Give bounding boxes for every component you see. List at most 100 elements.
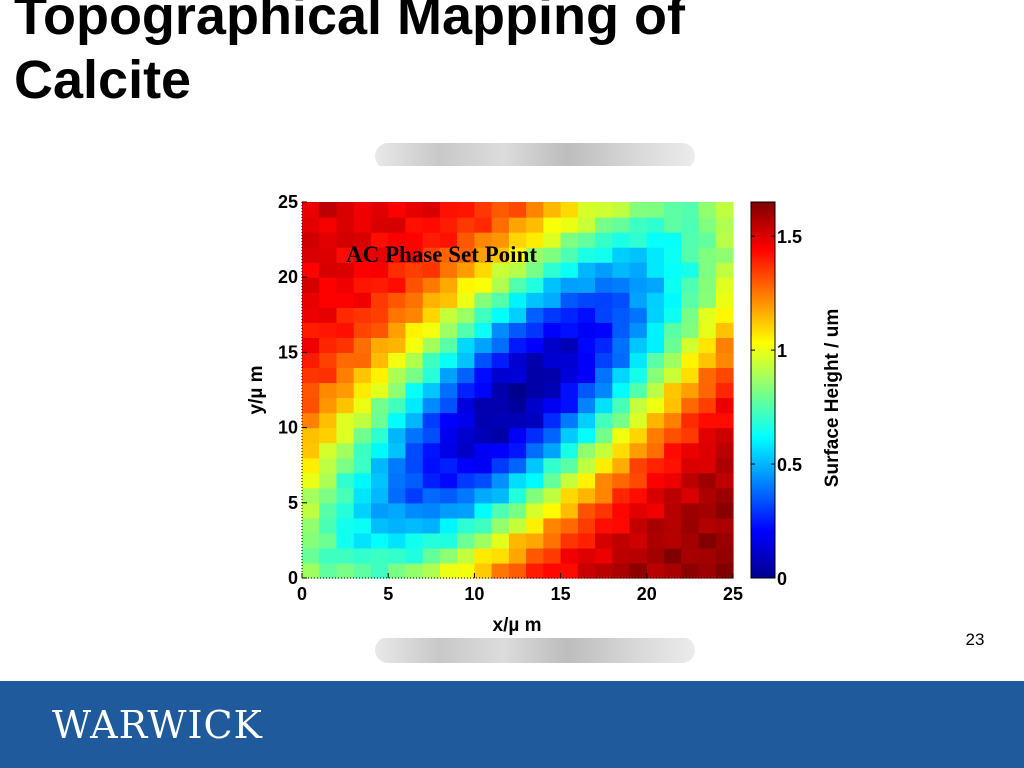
heatmap-cell [543,532,562,549]
heatmap-cell [405,322,424,338]
heatmap-cell [508,487,527,504]
heatmap-cell [595,232,613,248]
heatmap-cell [474,502,493,519]
heatmap-cell [405,247,424,263]
heatmap-cell [543,502,562,519]
heatmap-cell [474,472,493,489]
heatmap-cell [336,457,355,474]
heatmap-cell [422,352,441,369]
heatmap-cell [715,382,734,399]
heatmap-cell [491,457,510,474]
heatmap-cell [302,502,320,519]
heatmap-cell [353,397,372,414]
heatmap-cell [543,232,562,248]
heatmap-cell [595,397,613,414]
heatmap-cell [336,517,355,534]
heatmap-cell [681,532,700,549]
heatmap-cell [405,367,424,384]
heatmap-cell [560,412,579,429]
heatmap-cell [646,277,665,293]
heatmap-cell [646,517,665,534]
heatmap-cell [560,472,579,489]
heatmap-cell [664,547,682,564]
heatmap-cell [353,262,372,278]
heatmap-cell [491,487,510,504]
heatmap-cell [422,562,441,579]
heatmap-cell [302,517,320,534]
heatmap-cell [319,397,338,414]
heatmap-cell [698,472,717,489]
heatmap-cell [577,352,596,369]
heatmap-cell [681,457,700,474]
heatmap-cell [543,472,562,489]
heatmap-cell [612,307,631,323]
heatmap-cell [439,307,458,323]
heatmap-cell [439,247,458,263]
heatmap-cell [646,217,665,233]
heatmap-cell [543,307,562,323]
heatmap-cell [560,457,579,474]
heatmap-cell [302,352,320,369]
heatmap-cell [698,562,717,579]
heatmap-cell [646,532,665,549]
heatmap-cell [595,202,613,218]
heatmap-cell [681,232,700,248]
heatmap-cell [698,322,717,338]
heatmap-cell [508,547,527,564]
heatmap-cell [474,382,493,399]
heatmap-cell [302,202,320,218]
heatmap-cell [353,307,372,323]
heatmap-cell [715,337,734,353]
heatmap-cell [370,232,389,248]
heatmap-cell [715,502,734,519]
heatmap-cell [526,382,544,399]
heatmap-cell [405,337,424,353]
heatmap-cell [646,562,665,579]
heatmap-cell [715,517,734,534]
heatmap-cell [302,547,320,564]
heatmap-cell [560,397,579,414]
heatmap-cell [336,337,355,353]
heatmap-cell [560,337,579,353]
heatmap-cell [439,562,458,579]
heatmap-cell [698,412,717,429]
heatmap-cell [560,262,579,278]
heatmap-cell [698,487,717,504]
heatmap-cell [405,517,424,534]
heatmap-cell [681,322,700,338]
topography-figure: 0 5 10 15 20 25 0 5 10 15 20 25 AC Phase Set Point … [240,166,860,638]
heatmap-cell [577,517,596,534]
heatmap-cell [336,412,355,429]
heatmap-cell [370,472,389,489]
heatmap-cell [508,562,527,579]
heatmap-cell [319,277,338,293]
heatmap-cell [405,502,424,519]
heatmap-cell [405,442,424,459]
heatmap-cell [474,232,493,248]
heatmap-cell [457,562,475,579]
heatmap-cell [319,382,338,399]
heatmap-cell [491,247,510,263]
heatmap-cell [646,382,665,399]
heatmap-cell [681,502,700,519]
heatmap-cell [526,517,544,534]
heatmap-cell [681,367,700,384]
heatmap-cell [526,202,544,218]
heatmap-cell [353,292,372,308]
heatmap-cell [681,487,700,504]
heatmap-cell [560,442,579,459]
heatmap-cell [577,457,596,474]
heatmap-cell [388,457,407,474]
heatmap-cell [388,502,407,519]
heatmap-cell [388,307,407,323]
footer-bar: WARWICK [0,681,1024,768]
heatmap-cell [612,202,631,218]
heatmap-cell [302,382,320,399]
heatmap-cell [491,217,510,233]
heatmap-cell [543,562,562,579]
heatmap-cell [715,232,734,248]
heatmap-cell [629,442,648,459]
heatmap-cell [560,382,579,399]
heatmap-cell [302,217,320,233]
heatmap-cell [612,232,631,248]
